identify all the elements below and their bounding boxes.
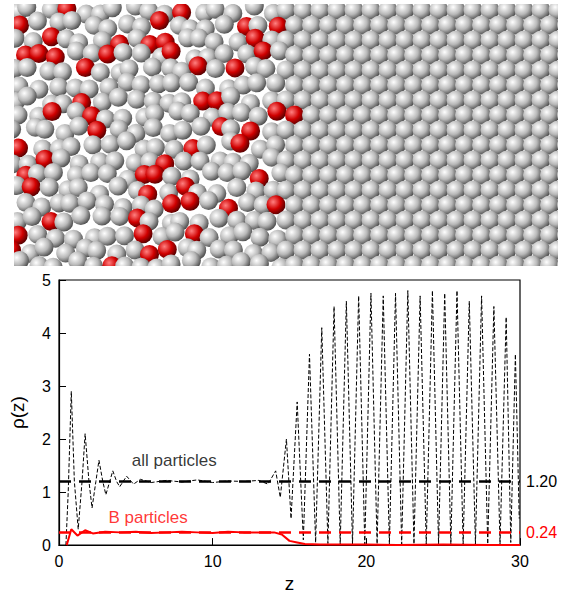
svg-text:20: 20 — [357, 553, 375, 570]
svg-text:0: 0 — [42, 537, 51, 554]
svg-text:all particles: all particles — [132, 451, 217, 470]
svg-text:30: 30 — [511, 553, 529, 570]
svg-text:z: z — [285, 573, 295, 594]
svg-text:1: 1 — [42, 484, 51, 501]
svg-text:5: 5 — [42, 272, 51, 289]
svg-text:1.20: 1.20 — [526, 473, 557, 490]
svg-text:10: 10 — [204, 553, 222, 570]
svg-text:0.24: 0.24 — [526, 524, 557, 541]
svg-text:B particles: B particles — [108, 508, 187, 527]
svg-text:ρ(z): ρ(z) — [7, 396, 28, 429]
svg-text:0: 0 — [55, 553, 64, 570]
svg-text:2: 2 — [42, 431, 51, 448]
svg-text:3: 3 — [42, 378, 51, 395]
svg-text:4: 4 — [42, 325, 51, 342]
